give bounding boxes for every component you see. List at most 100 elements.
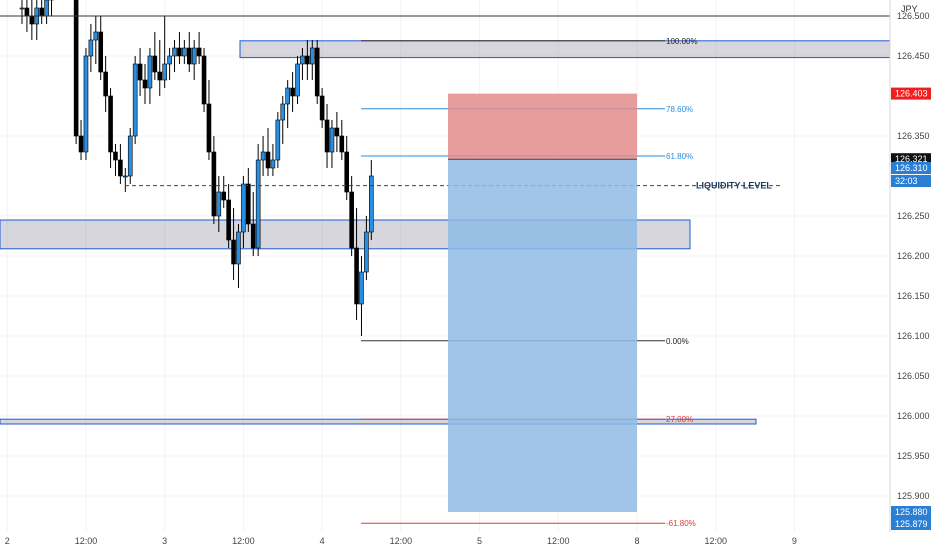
price-tag [891,506,931,518]
candle-body [118,159,123,177]
price-tick-label: 125.950 [897,451,930,461]
level-label: 0.00% [666,337,689,346]
time-tick-label: 12:00 [232,536,255,546]
price-tick-label: 126.250 [897,211,930,221]
candle-body [152,55,158,73]
price-tick-label: 126.000 [897,411,930,421]
candle-body [260,151,266,161]
candle-body [211,151,217,217]
candle-body [241,183,246,233]
time-tick-label: 2 [5,536,10,546]
candle-body [295,63,300,97]
candle-body [167,55,172,65]
candle-body [147,55,153,89]
time-tick-label: 4 [320,536,325,546]
candle-body [285,87,290,105]
candle-body [196,47,202,57]
candle-body [250,223,256,249]
candle-body [236,231,241,265]
time-tick-label: 8 [634,536,639,546]
candle-body [334,127,340,137]
currency-label: JPY [901,4,918,14]
price-tick-label: 126.150 [897,291,930,301]
candle-body [359,271,364,305]
candle-body [98,31,104,73]
candles [19,0,374,336]
candle-body [255,159,261,249]
time-tick-label: 5 [477,536,482,546]
price-tag [891,87,931,100]
candle-body [265,151,271,169]
candle-body [305,55,310,65]
price-tag-label: 126.321 [895,154,928,164]
candle-body [127,135,133,177]
price-tag [891,518,931,530]
price-tick-label: 126.350 [897,131,930,141]
candle-body [108,95,113,153]
candle-body [162,63,167,81]
candle-body [177,47,182,57]
candle-body [39,7,44,17]
price-tick-label: 126.050 [897,371,930,381]
candle-body [324,119,330,153]
price-tag [891,162,931,174]
price-tick-label: 126.100 [897,331,930,341]
price-tag-label: 32:03 [895,176,918,186]
level-label: 27.00% [666,415,693,424]
take-profit-zone [448,159,637,512]
candle-body [132,63,138,137]
candle-body [231,239,236,265]
candle-body [142,79,148,89]
price-tag-label: 126.403 [895,89,928,99]
candle-body [314,47,320,97]
level-label: 100.00% [666,37,698,46]
time-tick-label: 12:00 [547,536,570,546]
candle-body [290,87,295,97]
candle-body [226,199,231,241]
level-label: LIQUIDITY LEVEL [696,181,772,191]
time-tick-label: 12:00 [75,536,98,546]
price-tick-label: 126.200 [897,251,930,261]
candle-body [275,119,281,161]
time-axis-bg [0,532,932,550]
candle-body [157,71,163,81]
zone-box [0,418,757,425]
candle-body [369,175,374,233]
price-tag-label: 126.310 [895,163,928,173]
candle-body [270,159,276,169]
zone-box [239,40,891,59]
candle-body [354,247,359,305]
candle-body [182,47,187,57]
candle-body [201,55,207,105]
price-tag-label: 125.879 [895,519,928,529]
time-tick-label: 9 [792,536,797,546]
position-tool[interactable] [448,93,637,512]
candle-body [93,31,99,41]
candle-body [319,95,325,121]
price-tag-label: 125.880 [895,507,928,517]
candle-body [29,15,35,25]
candle-body [344,151,350,193]
candle-body [103,71,108,97]
candle-body [186,47,192,65]
candle-body [339,135,345,153]
level-label: 61.80% [666,152,693,161]
price-axis-bg [890,0,932,550]
candle-body [123,175,128,178]
candle-body [221,191,227,201]
level-label: -61.80% [666,519,696,528]
candle-body [329,127,335,153]
candle-body [113,151,118,161]
time-tick-label: 12:00 [390,536,413,546]
price-tick-label: 126.500 [897,11,930,21]
time-tick-label: 12:00 [704,536,727,546]
candle-body [78,135,84,153]
candle-body [137,63,143,81]
candle-body [216,191,222,217]
candle-body [364,231,369,273]
candle-body [206,103,212,153]
price-tick-label: 125.900 [897,491,930,501]
time-tick-label: 3 [162,536,167,546]
